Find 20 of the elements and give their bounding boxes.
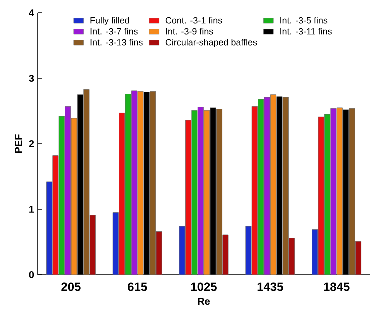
y-tick-label: 4 <box>29 10 34 16</box>
y-tick-label: 2 <box>29 140 34 148</box>
x-tick-label: 1845 <box>324 282 350 292</box>
y-axis-title: PEF <box>15 134 22 154</box>
x-tick-label: 1025 <box>191 282 217 292</box>
legend-label: Int. -3-13 fins <box>90 39 143 46</box>
legend-label: Cont. -3-1 fins <box>166 17 222 24</box>
legend-label: Int. -3-9 fins <box>166 28 214 35</box>
y-tick-label: 3 <box>29 74 34 82</box>
y-tick-label: 1 <box>30 206 34 213</box>
legend-label: Int. -3-5 fins <box>280 17 328 24</box>
legend-label: Int. -3-7 fins <box>90 28 138 35</box>
y-tick-label: 0 <box>29 271 34 279</box>
x-tick-label: 1435 <box>258 282 284 292</box>
x-tick-label: 205 <box>62 282 81 292</box>
x-axis-title: Re <box>198 298 210 306</box>
x-tick-label: 615 <box>128 282 148 292</box>
legend-label: Int. -3-11 fins <box>280 28 332 35</box>
legend-label: Fully filled <box>90 17 130 26</box>
legend-label: Circular-shaped baffles <box>166 39 258 48</box>
